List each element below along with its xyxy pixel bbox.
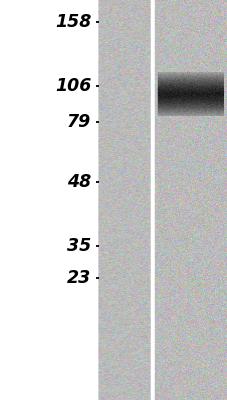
Text: 23: 23	[67, 269, 91, 287]
Text: 79: 79	[67, 113, 91, 131]
Text: 35: 35	[67, 237, 91, 255]
Text: 48: 48	[67, 173, 91, 191]
Text: 158: 158	[54, 13, 91, 31]
Text: 106: 106	[54, 77, 91, 95]
